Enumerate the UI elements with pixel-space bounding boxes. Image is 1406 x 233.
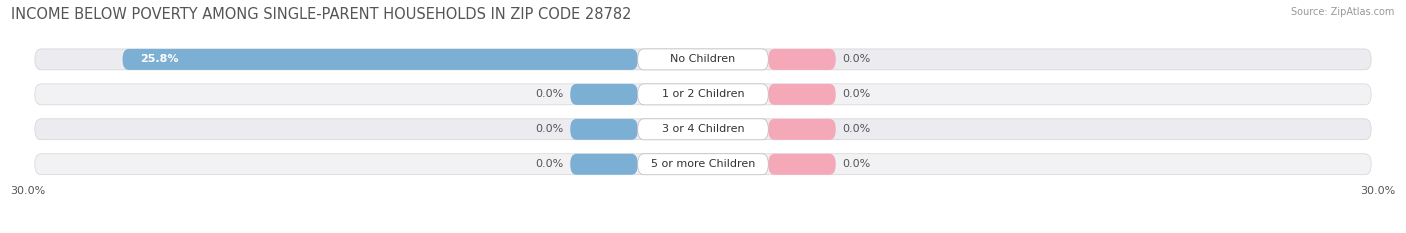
Text: 0.0%: 0.0% [536,89,564,99]
Text: Source: ZipAtlas.com: Source: ZipAtlas.com [1291,7,1395,17]
FancyBboxPatch shape [638,84,768,105]
Text: 0.0%: 0.0% [842,89,870,99]
FancyBboxPatch shape [571,119,638,140]
FancyBboxPatch shape [638,49,768,70]
Text: No Children: No Children [671,55,735,64]
FancyBboxPatch shape [768,154,835,175]
Text: 5 or more Children: 5 or more Children [651,159,755,169]
FancyBboxPatch shape [768,84,835,105]
FancyBboxPatch shape [768,119,835,140]
Text: 3 or 4 Children: 3 or 4 Children [662,124,744,134]
FancyBboxPatch shape [35,84,1371,105]
FancyBboxPatch shape [638,154,768,175]
FancyBboxPatch shape [35,119,1371,140]
Text: 0.0%: 0.0% [536,159,564,169]
FancyBboxPatch shape [638,119,768,140]
FancyBboxPatch shape [571,154,638,175]
Text: INCOME BELOW POVERTY AMONG SINGLE-PARENT HOUSEHOLDS IN ZIP CODE 28782: INCOME BELOW POVERTY AMONG SINGLE-PARENT… [11,7,631,22]
Text: 0.0%: 0.0% [536,124,564,134]
FancyBboxPatch shape [35,49,1371,70]
FancyBboxPatch shape [571,84,638,105]
FancyBboxPatch shape [122,49,638,70]
FancyBboxPatch shape [768,49,835,70]
Text: 25.8%: 25.8% [141,55,179,64]
Text: 1 or 2 Children: 1 or 2 Children [662,89,744,99]
Text: 0.0%: 0.0% [842,159,870,169]
Text: 0.0%: 0.0% [842,124,870,134]
Text: 0.0%: 0.0% [842,55,870,64]
FancyBboxPatch shape [35,154,1371,175]
